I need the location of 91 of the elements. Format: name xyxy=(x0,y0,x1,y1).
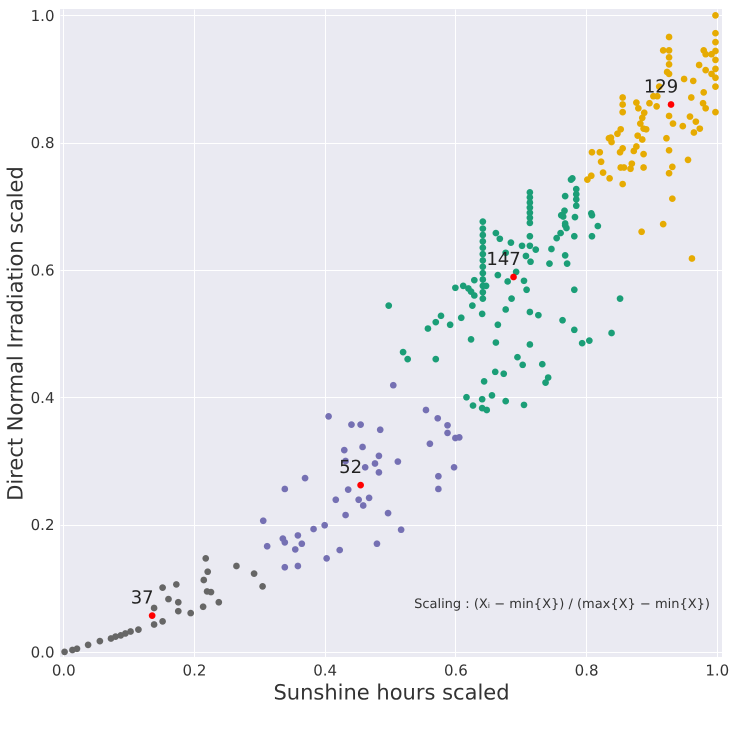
point xyxy=(398,526,404,534)
point xyxy=(148,612,156,619)
point xyxy=(355,496,362,504)
point xyxy=(294,532,302,539)
x-tick-label: 0.4 xyxy=(313,662,338,680)
point xyxy=(302,474,308,482)
point xyxy=(260,517,267,524)
point xyxy=(357,421,364,428)
point xyxy=(376,469,382,476)
point xyxy=(204,568,212,576)
point xyxy=(174,608,182,615)
point xyxy=(357,482,364,488)
point xyxy=(281,486,288,492)
point xyxy=(384,510,392,516)
point xyxy=(321,522,328,529)
point xyxy=(394,458,402,465)
point xyxy=(435,486,442,492)
point xyxy=(202,554,210,562)
point xyxy=(159,584,166,591)
point xyxy=(342,512,349,518)
point xyxy=(200,576,208,584)
point xyxy=(74,645,80,652)
y-tick-label: 0.6 xyxy=(30,261,54,280)
x-tick-label: 0.0 xyxy=(52,662,76,680)
y-tick-label: 0.8 xyxy=(30,134,54,152)
point xyxy=(325,413,332,420)
annotation: 129 xyxy=(644,76,678,98)
point xyxy=(135,626,142,633)
point xyxy=(208,588,214,596)
point xyxy=(187,610,194,616)
point xyxy=(127,628,134,635)
point xyxy=(150,604,158,612)
point xyxy=(61,648,68,656)
point xyxy=(340,446,348,454)
point xyxy=(298,540,306,548)
point xyxy=(84,642,92,648)
point xyxy=(332,496,340,504)
annotation: Scaling : (Xᵢ − min{X}) / (max{X} − min{X}) xyxy=(414,597,710,612)
point xyxy=(374,540,380,548)
y-axis-title: Direct Normal Irradiation scaled xyxy=(4,166,28,501)
point xyxy=(434,414,442,422)
y-tick-label: 0.0 xyxy=(30,643,54,662)
y-tick-label: 0.4 xyxy=(30,388,54,407)
point xyxy=(96,638,104,644)
point xyxy=(376,452,382,460)
x-tick-label: 0.6 xyxy=(444,662,468,680)
point xyxy=(444,422,451,429)
point xyxy=(172,581,180,588)
point xyxy=(376,426,384,434)
point xyxy=(294,562,302,570)
point xyxy=(323,554,330,562)
point xyxy=(250,570,258,577)
point xyxy=(159,618,166,625)
point xyxy=(359,444,366,450)
point xyxy=(336,546,344,554)
point xyxy=(510,274,517,280)
point xyxy=(150,621,158,628)
point xyxy=(174,598,182,606)
point xyxy=(292,546,299,553)
point xyxy=(444,430,451,436)
point xyxy=(310,526,317,532)
point xyxy=(200,603,206,610)
point xyxy=(281,539,288,546)
point xyxy=(360,502,367,509)
point xyxy=(390,382,397,389)
x-tick-label: 0.8 xyxy=(574,662,598,680)
point xyxy=(264,542,271,550)
annotation: 37 xyxy=(130,588,154,609)
point xyxy=(122,630,129,637)
x-tick-label: 1.0 xyxy=(705,662,730,680)
y-tick-label: 0.2 xyxy=(30,516,54,534)
point xyxy=(233,562,240,570)
point xyxy=(165,596,172,602)
point xyxy=(348,421,355,428)
point xyxy=(435,472,442,480)
point xyxy=(281,564,288,571)
point xyxy=(668,101,674,108)
point xyxy=(259,582,266,590)
point xyxy=(366,494,372,502)
x-tick-label: 0.2 xyxy=(182,662,206,680)
annotation: 147 xyxy=(486,248,521,270)
point xyxy=(422,406,430,414)
point xyxy=(426,440,434,448)
y-tick-label: 1.0 xyxy=(30,6,54,25)
annotation: 52 xyxy=(339,457,362,478)
point xyxy=(344,486,352,493)
point xyxy=(372,460,378,467)
point xyxy=(450,464,458,471)
point xyxy=(362,464,369,471)
point xyxy=(215,598,222,606)
x-axis-title: Sunshine hours scaled xyxy=(273,680,510,704)
